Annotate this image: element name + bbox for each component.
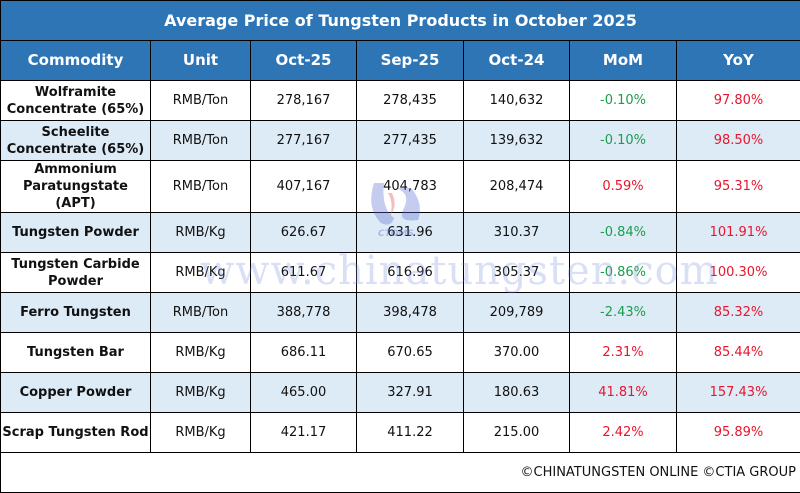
cell-sep25: 670.65 [357,333,464,373]
cell-commodity: Tungsten Powder [1,213,151,253]
cell-mom: -0.10% [570,121,677,161]
cell-oct25: 686.11 [251,333,357,373]
cell-commodity: Ferro Tungsten [1,293,151,333]
cell-oct24: 310.37 [464,213,570,253]
cell-sep25: 631.96 [357,213,464,253]
cell-yoy: 100.30% [677,253,800,293]
cell-yoy: 101.91% [677,213,800,253]
cell-commodity: Wolframite Concentrate (65%) [1,81,151,121]
cell-yoy: 98.50% [677,121,800,161]
cell-unit: RMB/Kg [151,213,251,253]
cell-mom: -0.84% [570,213,677,253]
cell-oct24: 305.37 [464,253,570,293]
cell-mom: 2.42% [570,413,677,453]
cell-oct25: 277,167 [251,121,357,161]
cell-commodity: Copper Powder [1,373,151,413]
cell-unit: RMB/Kg [151,333,251,373]
cell-oct25: 278,167 [251,81,357,121]
cell-unit: RMB/Kg [151,373,251,413]
cell-sep25: 411.22 [357,413,464,453]
cell-oct24: 139,632 [464,121,570,161]
cell-mom: -0.86% [570,253,677,293]
cell-commodity: Tungsten Carbide Powder [1,253,151,293]
cell-mom: -0.10% [570,81,677,121]
price-table-image: Average Price of Tungsten Products in Oc… [0,0,800,480]
cell-unit: RMB/Ton [151,161,251,213]
column-header: Oct-24 [464,41,570,81]
column-header: Oct-25 [251,41,357,81]
cell-yoy: 85.32% [677,293,800,333]
cell-sep25: 277,435 [357,121,464,161]
cell-yoy: 157.43% [677,373,800,413]
cell-mom: 0.59% [570,161,677,213]
cell-unit: RMB/Kg [151,253,251,293]
cell-unit: RMB/Ton [151,81,251,121]
cell-mom: 2.31% [570,333,677,373]
cell-mom: 41.81% [570,373,677,413]
cell-oct24: 180.63 [464,373,570,413]
cell-yoy: 97.80% [677,81,800,121]
cell-yoy: 95.89% [677,413,800,453]
cell-oct24: 140,632 [464,81,570,121]
cell-oct24: 370.00 [464,333,570,373]
cell-unit: RMB/Ton [151,121,251,161]
table-title: Average Price of Tungsten Products in Oc… [1,1,800,41]
column-header: Commodity [1,41,151,81]
cell-yoy: 95.31% [677,161,800,213]
column-header: MoM [570,41,677,81]
cell-oct25: 611.67 [251,253,357,293]
cell-oct24: 208,474 [464,161,570,213]
cell-commodity: Scheelite Concentrate (65%) [1,121,151,161]
cell-sep25: 327.91 [357,373,464,413]
column-header: Sep-25 [357,41,464,81]
cell-oct25: 407,167 [251,161,357,213]
cell-commodity: Tungsten Bar [1,333,151,373]
cell-unit: RMB/Kg [151,413,251,453]
cell-yoy: 85.44% [677,333,800,373]
column-header: YoY [677,41,800,81]
cell-unit: RMB/Ton [151,293,251,333]
cell-oct25: 465.00 [251,373,357,413]
cell-commodity: Ammonium Paratungstate (APT) [1,161,151,213]
cell-oct24: 209,789 [464,293,570,333]
cell-sep25: 616.96 [357,253,464,293]
cell-oct25: 626.67 [251,213,357,253]
copyright-footer: ©CHINATUNGSTEN ONLINE ©CTIA GROUP [1,453,800,493]
column-header: Unit [151,41,251,81]
cell-sep25: 404,783 [357,161,464,213]
cell-sep25: 398,478 [357,293,464,333]
cell-sep25: 278,435 [357,81,464,121]
cell-oct24: 215.00 [464,413,570,453]
cell-mom: -2.43% [570,293,677,333]
cell-oct25: 388,778 [251,293,357,333]
cell-commodity: Scrap Tungsten Rod [1,413,151,453]
cell-oct25: 421.17 [251,413,357,453]
